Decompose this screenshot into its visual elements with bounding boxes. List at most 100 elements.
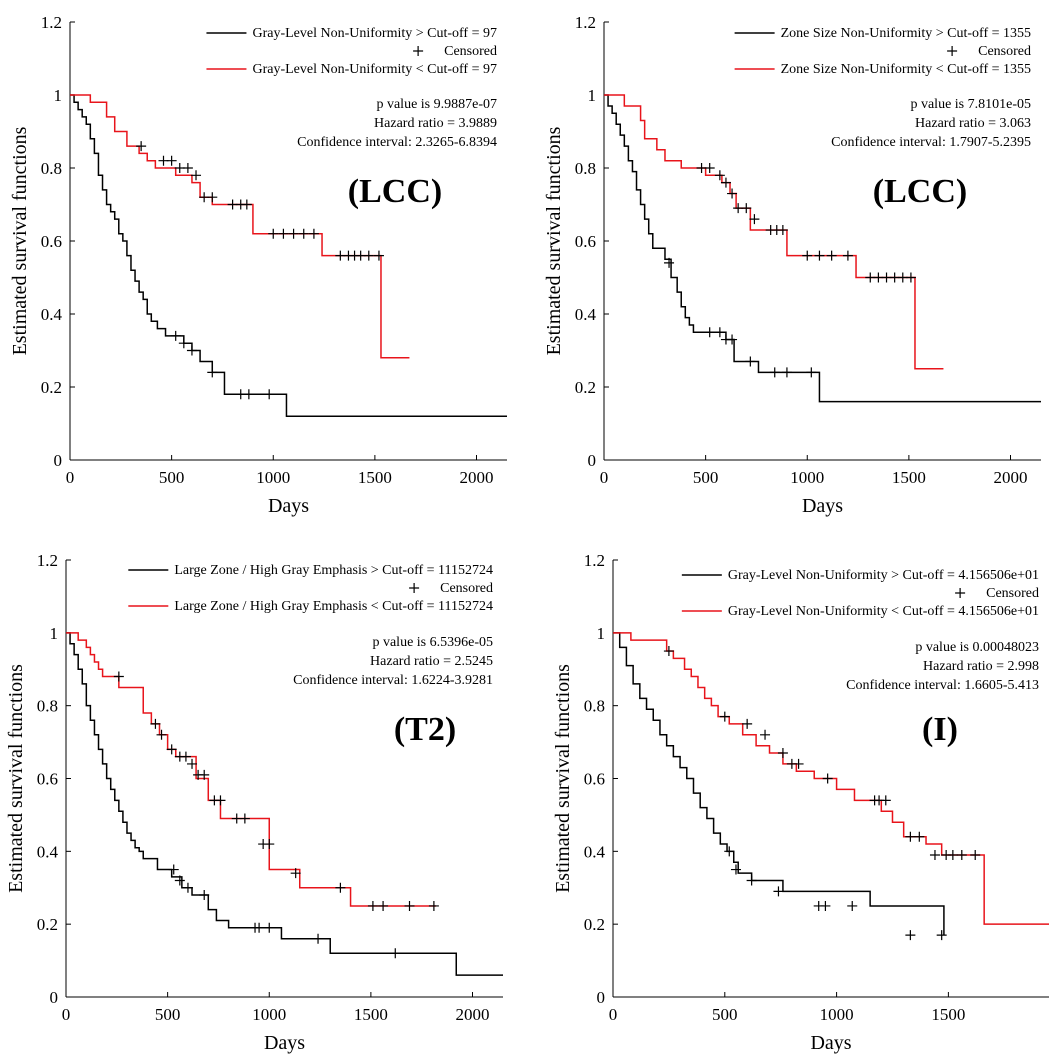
y-tick-label: 0: [597, 988, 606, 1007]
censor-mark: [174, 875, 185, 886]
x-tick-label: 2000: [456, 1005, 490, 1024]
censor-mark: [182, 882, 193, 893]
series-below-cutoff: [613, 632, 1049, 925]
x-tick-label: 2000: [994, 468, 1028, 487]
censor-mark: [113, 671, 124, 682]
censor-mark: [822, 773, 833, 784]
censor-mark: [880, 795, 891, 806]
legend-censor-swatch: [947, 46, 958, 56]
censor-mark: [290, 868, 301, 879]
censor-mark: [727, 188, 738, 199]
censor-mark: [704, 163, 715, 173]
x-tick-label: 1500: [892, 468, 926, 487]
censor-mark: [847, 900, 858, 911]
censor-mark: [724, 846, 735, 857]
x-tick-label: 1000: [252, 1005, 286, 1024]
x-axis-title: Days: [810, 1032, 851, 1054]
censor-mark: [826, 250, 837, 261]
series-below-cutoff: [66, 632, 439, 911]
legend: Large Zone / High Gray Emphasis > Cut-of…: [128, 563, 493, 614]
censor-mark: [905, 930, 916, 941]
censor-mark: [781, 367, 792, 378]
censor-mark: [367, 900, 378, 911]
censor-mark: [187, 758, 198, 769]
y-tick-label: 0.8: [37, 697, 58, 716]
censor-mark: [156, 729, 167, 740]
censor-mark: [905, 831, 916, 842]
censor-mark: [363, 250, 374, 261]
censor-mark: [742, 718, 753, 729]
y-tick-label: 0.6: [584, 770, 605, 789]
censor-mark: [746, 875, 757, 886]
y-tick-label: 0.8: [584, 697, 605, 716]
km-panel-4: 0 0.2 0.4 0.6 0.8 1 1.2 0 500 1000 1500 Days Estimat…: [552, 551, 1049, 1054]
censor-mark: [254, 922, 265, 933]
x-tick-label: 1500: [358, 468, 392, 487]
x-tick-label: 1500: [354, 1005, 388, 1024]
censor-mark: [199, 890, 210, 901]
censor-mark: [704, 327, 715, 338]
stat-line: Confidence interval: 1.6605-5.413: [846, 678, 1039, 693]
y-tick-label: 0.2: [37, 915, 58, 934]
censor-mark: [264, 389, 275, 400]
y-tick-label: 1: [588, 86, 597, 105]
censor-mark: [298, 228, 309, 239]
censor-mark: [727, 334, 738, 345]
legend-entry-label: Censored: [440, 581, 493, 596]
x-tick-label: 0: [600, 468, 609, 487]
legend-entry-label: Censored: [444, 44, 497, 59]
y-tick-label: 0: [50, 988, 59, 1007]
censor-mark: [243, 389, 254, 400]
km-panel-2: 0 0.2 0.4 0.6 0.8 1 1.2 0 500 1000 1500 2000 Days Est…: [543, 13, 1041, 517]
censor-mark: [749, 214, 760, 225]
legend: Gray-Level Non-Uniformity > Cut-off = 4.…: [681, 568, 1039, 619]
legend: Zone Size Non-Uniformity > Cut-off = 135…: [734, 26, 1031, 77]
y-tick-label: 0.8: [575, 159, 596, 178]
y-tick-label: 1.2: [584, 551, 605, 570]
censor-mark: [215, 795, 226, 806]
censor-mark: [264, 922, 275, 933]
legend-entry-label: Censored: [986, 586, 1039, 601]
censor-mark: [199, 769, 210, 780]
stat-line: Confidence interval: 1.6224-3.9281: [293, 673, 493, 688]
x-tick-label: 0: [609, 1005, 618, 1024]
y-axis-title: Estimated survival functions: [543, 126, 565, 355]
censor-mark: [760, 729, 771, 740]
series-above-cutoff: [613, 632, 947, 941]
series-above-cutoff: [66, 632, 503, 976]
censor-mark: [842, 250, 853, 261]
survival-curve: [604, 94, 944, 370]
censor-mark: [806, 367, 817, 378]
y-tick-label: 0.6: [575, 232, 596, 251]
censor-mark: [378, 900, 389, 911]
censor-mark: [178, 338, 189, 349]
y-tick-label: 0.4: [575, 305, 597, 324]
legend-censor-swatch: [413, 46, 424, 56]
x-tick-label: 1000: [256, 468, 290, 487]
censor-mark: [720, 177, 731, 188]
stat-line: Hazard ratio = 2.5245: [370, 654, 493, 669]
censor-mark: [745, 356, 756, 367]
censor-mark: [335, 882, 346, 893]
censor-mark: [820, 900, 831, 911]
censor-mark: [166, 744, 177, 755]
legend-entry-label: Gray-Level Non-Uniformity > Cut-off = 4.…: [728, 568, 1039, 583]
y-tick-label: 0.2: [41, 378, 62, 397]
stat-line: Hazard ratio = 2.998: [923, 659, 1039, 674]
censor-mark: [207, 192, 218, 203]
series-below-cutoff: [70, 94, 410, 359]
x-axis-title: Days: [802, 495, 843, 517]
panel-label: (I): [922, 711, 958, 748]
panel-label: (T2): [394, 711, 456, 748]
series-above-cutoff: [604, 94, 1041, 403]
y-tick-label: 0.2: [584, 915, 605, 934]
censor-mark: [136, 141, 147, 152]
survival-curve: [613, 632, 945, 936]
stat-line: Confidence interval: 2.3265-6.8394: [297, 135, 497, 150]
censor-mark: [730, 864, 741, 875]
y-tick-label: 0.4: [584, 842, 606, 861]
y-axis-title: Estimated survival functions: [552, 664, 574, 893]
y-tick-label: 1.2: [37, 551, 58, 570]
legend-entry-label: Zone Size Non-Uniformity > Cut-off = 135…: [781, 26, 1031, 41]
censor-mark: [970, 849, 981, 860]
